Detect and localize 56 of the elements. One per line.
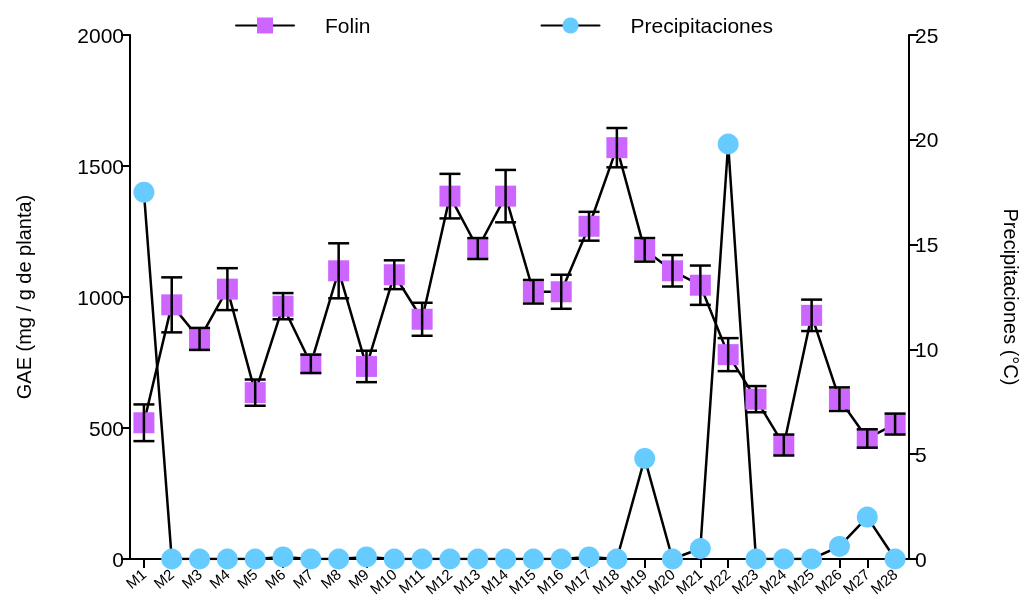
point [634, 447, 656, 469]
y2-tick-label: 15 [915, 233, 939, 257]
point [439, 548, 461, 570]
y-axis-title: GAE (mg / g de planta) [13, 194, 35, 400]
point [689, 538, 711, 560]
point [745, 548, 767, 570]
point [383, 548, 405, 570]
point [550, 548, 572, 570]
y-tick-label: 2000 [77, 23, 124, 47]
point [133, 412, 155, 434]
x-tick-label: M4 [205, 565, 233, 592]
point [578, 546, 600, 568]
point [216, 548, 238, 570]
point [550, 281, 572, 303]
x-tick-label: M5 [233, 565, 261, 592]
point [828, 535, 850, 557]
point [356, 546, 377, 568]
point [161, 548, 183, 570]
point [717, 344, 739, 366]
point [244, 548, 266, 570]
x-tick-label: M7 [289, 565, 317, 592]
x-tick-label: M2 [150, 565, 178, 592]
point [606, 548, 628, 570]
point [662, 548, 684, 570]
point [189, 548, 211, 570]
point [300, 548, 322, 570]
point [133, 181, 155, 203]
x-tick-label: M3 [178, 565, 206, 592]
point [773, 548, 795, 570]
x-tick-label: M28 [867, 565, 901, 598]
point [884, 548, 906, 570]
point [606, 137, 628, 159]
point [522, 548, 544, 570]
x-tick-label: M1 [122, 565, 150, 592]
point [856, 506, 878, 528]
legend-label: Folin [325, 14, 371, 37]
y2-tick-label: 20 [915, 128, 939, 152]
y-tick-label: 1500 [77, 154, 124, 178]
legend-label: Precipitaciones [630, 14, 773, 37]
point [717, 133, 739, 155]
point [411, 308, 433, 330]
y-tick-label: 500 [88, 416, 124, 440]
x-tick-label: M6 [261, 565, 289, 592]
y2-tick-label: 10 [915, 337, 939, 361]
point [467, 548, 489, 570]
point [439, 185, 461, 207]
x-tick-label: M8 [317, 565, 345, 592]
y-tick-label: 1000 [77, 285, 124, 309]
y2-tick-label: 25 [915, 23, 939, 47]
y2-axis-title: Precipitaciones (°C) [1000, 208, 1022, 386]
point [411, 548, 433, 570]
point [272, 546, 294, 568]
point [578, 215, 600, 237]
point [495, 548, 517, 570]
point [328, 548, 350, 570]
point [801, 548, 823, 570]
